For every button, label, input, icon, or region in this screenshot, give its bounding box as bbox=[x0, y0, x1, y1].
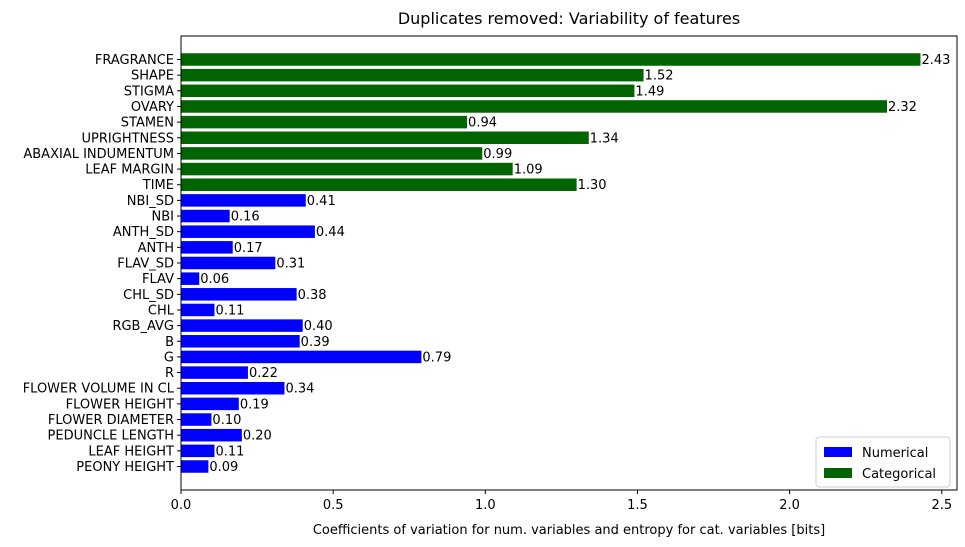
bar-value-label: 2.43 bbox=[921, 53, 950, 68]
bars-layer: 2.43 1.521.49 2.32 0.94 1.34 0.991.09 1.30 0.41… bbox=[181, 53, 950, 475]
bar-value-label: 1.09 bbox=[514, 163, 543, 178]
chart-title: Duplicates removed: Variability of featu… bbox=[398, 9, 740, 28]
y-tick-label: SHAPE bbox=[131, 69, 174, 84]
legend-swatch-numerical bbox=[824, 447, 852, 457]
bar-value-label: 0.79 bbox=[422, 350, 451, 365]
y-tick-label: LEAF HEIGHT bbox=[88, 444, 174, 459]
bar-anth-sd bbox=[181, 225, 315, 238]
bar-value-label: 0.06 bbox=[200, 272, 229, 287]
bar-stigma bbox=[181, 84, 635, 98]
bar-value-label: 0.09 bbox=[209, 460, 238, 475]
legend: Numerical Categorical bbox=[815, 436, 951, 488]
bar-time bbox=[181, 178, 577, 191]
bar-value-label: 0.99 bbox=[483, 147, 512, 162]
bar-value-label: 0.34 bbox=[285, 382, 314, 397]
x-tick-label: 2.0 bbox=[779, 498, 800, 513]
bar-value-label: 0.16 bbox=[231, 210, 260, 225]
bar-value-label: 0.39 bbox=[301, 335, 330, 350]
bar-peduncle-length bbox=[181, 428, 242, 442]
bar-b bbox=[181, 335, 300, 348]
y-tick-label: PEONY HEIGHT bbox=[76, 460, 174, 475]
bar-value-label: 0.20 bbox=[243, 429, 272, 444]
bar-uprightness bbox=[181, 131, 589, 145]
bar-anth bbox=[181, 241, 233, 254]
bar-value-label: 0.17 bbox=[234, 241, 263, 256]
legend-swatch-categorical bbox=[824, 468, 852, 478]
bar-value-label: 1.49 bbox=[635, 84, 664, 99]
y-tick-label: UPRIGHTNESS bbox=[82, 131, 174, 146]
y-tick-label: B bbox=[165, 335, 174, 350]
bar-value-label: 1.30 bbox=[578, 178, 607, 193]
y-tick-label: G bbox=[164, 350, 174, 365]
legend-label-numerical: Numerical bbox=[862, 446, 928, 461]
x-axis-label: Coefficients of variation for num. varia… bbox=[313, 523, 825, 538]
bar-nbi bbox=[181, 209, 230, 223]
bar-abaxial-indumentum bbox=[181, 147, 483, 160]
bar-value-label: 0.10 bbox=[212, 413, 241, 428]
y-tick-label: STAMEN bbox=[121, 116, 174, 131]
y-tick-label: R bbox=[165, 366, 174, 381]
y-tick-label: FLAV_SD bbox=[117, 257, 174, 272]
bar-value-label: 1.34 bbox=[590, 131, 619, 146]
y-tick-label: FLOWER HEIGHT bbox=[66, 397, 174, 412]
y-tick-label: PEDUNCLE LENGTH bbox=[48, 429, 174, 444]
bar-value-label: 0.44 bbox=[316, 225, 345, 240]
bar-value-label: 0.31 bbox=[276, 257, 305, 272]
y-tick-label: STIGMA bbox=[124, 84, 174, 99]
bar-flower-diameter bbox=[181, 413, 212, 426]
x-tick-label: 0.0 bbox=[171, 498, 192, 513]
bar-value-label: 0.94 bbox=[468, 116, 497, 131]
bar-value-label: 2.32 bbox=[888, 100, 917, 115]
bar-value-label: 0.38 bbox=[298, 288, 327, 303]
bar-rgb-avg bbox=[181, 319, 303, 332]
bar-chl-sd bbox=[181, 288, 297, 301]
bar-leaf-height bbox=[181, 444, 215, 458]
y-tick-label: NBI bbox=[152, 210, 174, 225]
bar-flav-sd bbox=[181, 256, 276, 270]
bar-value-label: 0.40 bbox=[304, 319, 333, 334]
x-tick-label: 1.0 bbox=[475, 498, 496, 513]
bar-value-label: 0.11 bbox=[215, 303, 244, 318]
y-tick-label: ANTH_SD bbox=[113, 225, 174, 240]
plot-frame bbox=[180, 35, 958, 491]
y-tick-label: FLAV bbox=[142, 272, 174, 287]
y-tick-label: ANTH bbox=[138, 241, 174, 256]
bar-fragrance bbox=[181, 53, 921, 66]
y-tick-label: CHL_SD bbox=[123, 288, 174, 303]
bar-flower-volume-in-cl bbox=[181, 381, 285, 395]
y-tick-label: TIME bbox=[142, 178, 174, 193]
y-tick-label: FRAGRANCE bbox=[95, 53, 174, 68]
bar-g bbox=[181, 350, 422, 364]
bar-value-label: 0.11 bbox=[215, 444, 244, 459]
bar-stamen bbox=[181, 115, 468, 129]
y-tick-label: ABAXIAL INDUMENTUM bbox=[23, 147, 174, 162]
bar-flav bbox=[181, 272, 200, 285]
bar-chl bbox=[181, 303, 215, 317]
bar-r bbox=[181, 366, 248, 379]
bar-value-label: 0.41 bbox=[307, 194, 336, 209]
x-tick-label: 2.5 bbox=[931, 498, 952, 513]
y-tick-label: RGB_AVG bbox=[112, 319, 174, 334]
bar-value-label: 1.52 bbox=[645, 69, 674, 84]
y-tick-label: FLOWER DIAMETER bbox=[48, 413, 174, 428]
legend-label-categorical: Categorical bbox=[862, 467, 936, 482]
y-tick-label: CHL bbox=[148, 303, 175, 318]
y-tick-label: LEAF MARGIN bbox=[85, 163, 174, 178]
bar-ovary bbox=[181, 100, 888, 113]
bar-shape bbox=[181, 68, 644, 82]
y-tick-label: FLOWER VOLUME IN CL bbox=[23, 382, 175, 397]
bar-flower-height bbox=[181, 397, 239, 411]
x-tick-label: 1.5 bbox=[627, 498, 648, 513]
x-tick-label: 0.5 bbox=[323, 498, 344, 513]
bar-leaf-margin bbox=[181, 162, 513, 176]
y-tick-label: OVARY bbox=[131, 100, 174, 115]
bar-nbi-sd bbox=[181, 194, 306, 207]
y-tick-label: NBI_SD bbox=[127, 194, 174, 209]
bar-value-label: 0.19 bbox=[240, 397, 269, 412]
bar-value-label: 0.22 bbox=[249, 366, 278, 381]
axes-layer: FRAGRANCESHAPESTIGMAOVARYSTAMENUPRIGHTNE… bbox=[23, 35, 958, 513]
bar-peony-height bbox=[181, 460, 209, 473]
